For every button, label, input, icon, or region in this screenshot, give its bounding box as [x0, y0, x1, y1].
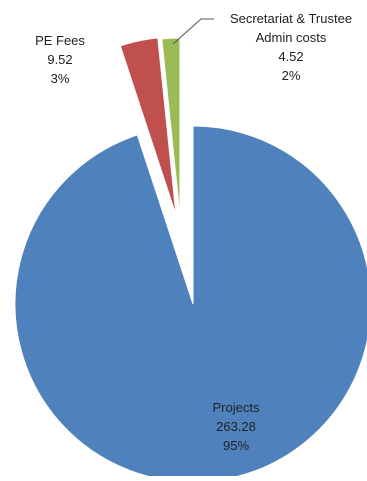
- slice-label-2: Secretariat & Trustee Admin costs 4.52 2%: [230, 11, 352, 83]
- slice-label-1-line-0: PE Fees: [35, 33, 85, 48]
- slice-label-2-line-1: Admin costs: [256, 30, 327, 45]
- leader-lines-layer: [172, 18, 214, 45]
- slice-label-0-line-1: 263.28: [216, 419, 256, 434]
- slices-layer: [14, 37, 367, 481]
- pie-slice-1: [119, 37, 177, 216]
- pie-slice-0: [14, 125, 367, 481]
- slice-label-2-line-0: Secretariat & Trustee: [230, 11, 352, 26]
- slice-label-0: Projects 263.28 95%: [213, 400, 260, 453]
- slice-label-1-line-2: 3%: [51, 71, 70, 86]
- slice-label-0-line-0: Projects: [213, 400, 260, 415]
- slice-label-1-line-1: 9.52: [47, 52, 72, 67]
- slice-label-1: PE Fees 9.52 3%: [35, 33, 85, 86]
- slice-label-2-line-3: 2%: [282, 68, 301, 83]
- labels-layer: Projects 263.28 95% PE Fees 9.52 3% Secretaria…: [35, 11, 352, 453]
- slice-label-0-line-2: 95%: [223, 438, 249, 453]
- slice-label-2-line-2: 4.52: [278, 49, 303, 64]
- leader-line-2: [172, 18, 214, 45]
